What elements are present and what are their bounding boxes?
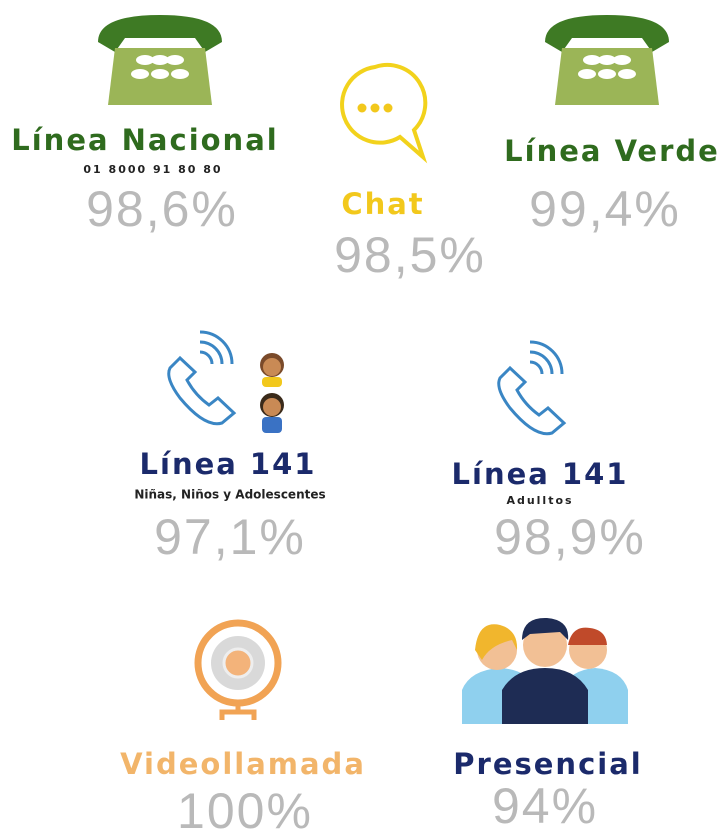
item-subtitle: 01 8000 91 80 80 bbox=[83, 163, 222, 176]
people-icon bbox=[462, 618, 628, 724]
item-title: Chat bbox=[341, 187, 424, 221]
handset-icon bbox=[169, 332, 234, 424]
item-value: 97,1% bbox=[154, 509, 306, 565]
item-subtitle: Niñas, Niños y Adolescentes bbox=[134, 488, 325, 502]
item-title: Videollamada bbox=[120, 747, 366, 781]
item-title: Línea Nacional bbox=[11, 123, 278, 157]
item-subtitle: Adulltos bbox=[506, 494, 573, 507]
item-value: 98,5% bbox=[334, 227, 486, 283]
item-title: Línea 141 bbox=[452, 457, 629, 491]
item-title: Presencial bbox=[453, 747, 642, 781]
phone-icon bbox=[545, 15, 669, 105]
handset-icon bbox=[499, 342, 564, 434]
page: Línea Nacional 01 8000 91 80 80 98,6% Ch… bbox=[0, 0, 726, 838]
webcam-icon bbox=[198, 623, 278, 720]
item-value: 98,9% bbox=[494, 509, 646, 565]
phone-icon bbox=[98, 15, 222, 105]
item-value: 99,4% bbox=[529, 181, 681, 237]
item-value: 100% bbox=[177, 783, 313, 838]
item-value: 94% bbox=[492, 778, 598, 834]
item-title: Línea Verde bbox=[504, 134, 720, 168]
chat-icon bbox=[342, 65, 425, 157]
kids-icon bbox=[260, 353, 284, 433]
item-title: Línea 141 bbox=[140, 447, 317, 481]
item-value: 98,6% bbox=[86, 181, 238, 237]
infographic: Línea Nacional 01 8000 91 80 80 98,6% Ch… bbox=[0, 0, 726, 838]
